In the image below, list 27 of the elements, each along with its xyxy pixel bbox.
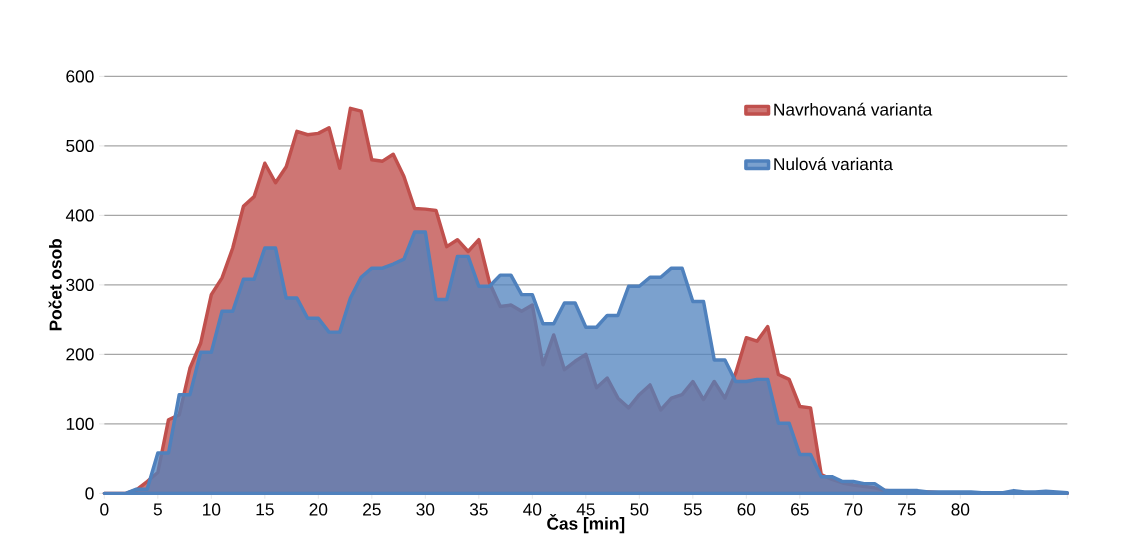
x-tick-label: 35 bbox=[469, 503, 488, 516]
y-tick-label: 200 bbox=[66, 348, 94, 361]
x-tick-label: 55 bbox=[683, 503, 702, 516]
x-tick-label: 70 bbox=[844, 503, 863, 516]
x-tick-label: 75 bbox=[898, 503, 916, 516]
x-tick-label: 30 bbox=[416, 503, 435, 516]
x-tick-label: 50 bbox=[630, 503, 649, 516]
x-tick-label: 20 bbox=[309, 503, 328, 516]
x-tick-label: 25 bbox=[363, 503, 381, 516]
y-tick-label: 300 bbox=[66, 278, 94, 292]
y-tick-label: 600 bbox=[66, 70, 94, 83]
x-tick-label: 40 bbox=[523, 503, 542, 516]
x-tick-label: 60 bbox=[737, 503, 756, 516]
y-tick-label: 400 bbox=[65, 209, 94, 222]
y-tick-label: 0 bbox=[85, 487, 94, 500]
x-tick-label: 80 bbox=[951, 503, 970, 516]
x-tick-label: 10 bbox=[203, 503, 221, 516]
x-tick-label: 45 bbox=[576, 503, 595, 516]
x-tick-label: 65 bbox=[791, 503, 809, 516]
legend-label: Navrhovaná varianta bbox=[774, 103, 933, 116]
x-tick-label: 15 bbox=[256, 503, 274, 516]
y-axis-title: Počet osob bbox=[48, 239, 62, 331]
legend-label: Nulová varianta bbox=[774, 157, 893, 171]
y-tick-label: 100 bbox=[66, 417, 94, 431]
x-tick-label: 5 bbox=[153, 503, 162, 516]
x-tick-label: 0 bbox=[100, 503, 109, 516]
y-tick-label: 500 bbox=[66, 139, 94, 153]
